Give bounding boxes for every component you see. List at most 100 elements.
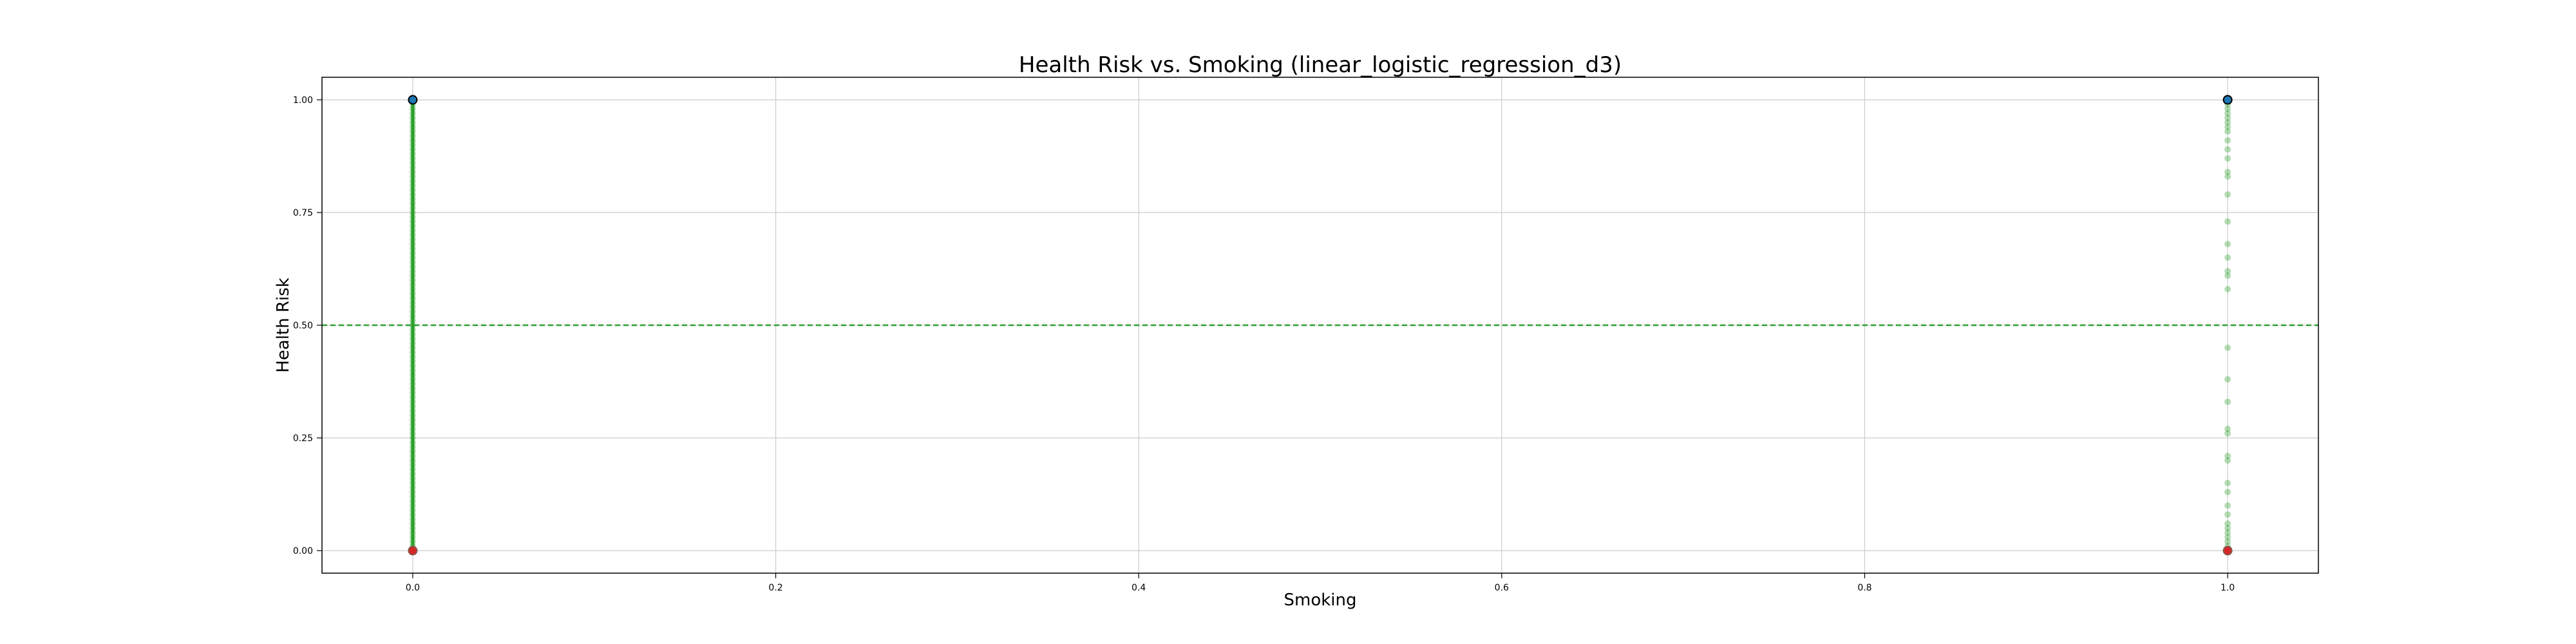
prediction-point bbox=[409, 196, 416, 202]
prediction-point bbox=[409, 498, 416, 504]
y-tick-label: 1.00 bbox=[293, 95, 313, 106]
prediction-point bbox=[409, 290, 416, 297]
prediction-point bbox=[409, 327, 416, 333]
prediction-point bbox=[409, 254, 416, 261]
prediction-point bbox=[2224, 124, 2231, 130]
prediction-point bbox=[2224, 128, 2231, 135]
prediction-point bbox=[409, 137, 416, 144]
prediction-point bbox=[409, 106, 416, 112]
prediction-point bbox=[409, 444, 416, 450]
prediction-point bbox=[409, 363, 416, 369]
prediction-point bbox=[2224, 426, 2231, 432]
prediction-point bbox=[409, 304, 416, 310]
prediction-point bbox=[409, 520, 416, 527]
prediction-point bbox=[409, 426, 416, 432]
y-tick-label: 0.25 bbox=[293, 433, 313, 444]
prediction-point bbox=[409, 146, 416, 153]
prediction-point bbox=[409, 259, 416, 265]
prediction-point bbox=[2224, 254, 2231, 261]
prediction-point bbox=[2224, 218, 2231, 225]
prediction-point bbox=[409, 480, 416, 486]
prediction-point bbox=[409, 502, 416, 509]
prediction-point bbox=[409, 507, 416, 513]
prediction-point bbox=[409, 408, 416, 414]
prediction-point bbox=[409, 376, 416, 383]
prediction-point bbox=[409, 372, 416, 378]
prediction-point bbox=[409, 475, 416, 482]
prediction-point bbox=[409, 250, 416, 256]
prediction-point bbox=[409, 435, 416, 441]
prediction-point bbox=[409, 336, 416, 342]
prediction-point bbox=[409, 448, 416, 455]
prediction-point bbox=[409, 182, 416, 189]
prediction-point bbox=[409, 417, 416, 423]
prediction-point bbox=[409, 412, 416, 419]
x-tick-label: 0.2 bbox=[768, 583, 782, 593]
prediction-point bbox=[2224, 511, 2231, 518]
prediction-point bbox=[2224, 534, 2231, 540]
prediction-point bbox=[409, 381, 416, 387]
prediction-point bbox=[409, 178, 416, 184]
prediction-point bbox=[409, 236, 416, 243]
prediction-point bbox=[409, 191, 416, 198]
prediction-point bbox=[409, 160, 416, 166]
prediction-point bbox=[409, 232, 416, 238]
prediction-point bbox=[2224, 399, 2231, 405]
prediction-point bbox=[409, 115, 416, 121]
prediction-point bbox=[409, 457, 416, 464]
prediction-point bbox=[2224, 453, 2231, 459]
prediction-point bbox=[2224, 173, 2231, 180]
prediction-point bbox=[2224, 268, 2231, 274]
prediction-point bbox=[2224, 489, 2231, 495]
prediction-point bbox=[409, 187, 416, 193]
prediction-point bbox=[409, 390, 416, 396]
prediction-point bbox=[2224, 119, 2231, 126]
prediction-point bbox=[409, 142, 416, 148]
y-axis-label: Health Risk bbox=[274, 278, 293, 373]
prediction-point bbox=[2224, 520, 2231, 527]
prediction-point bbox=[409, 453, 416, 459]
prediction-point bbox=[409, 349, 416, 355]
prediction-point bbox=[409, 169, 416, 175]
prediction-point bbox=[409, 124, 416, 130]
prediction-point bbox=[409, 268, 416, 274]
prediction-point bbox=[409, 173, 416, 180]
prediction-point bbox=[2224, 457, 2231, 464]
prediction-point bbox=[2224, 169, 2231, 175]
prediction-point bbox=[409, 286, 416, 292]
prediction-point bbox=[409, 241, 416, 247]
prediction-point bbox=[409, 218, 416, 225]
prediction-point bbox=[409, 281, 416, 288]
actual-point-positive bbox=[408, 95, 418, 105]
prediction-point bbox=[409, 110, 416, 117]
prediction-point bbox=[409, 151, 416, 157]
prediction-point bbox=[409, 354, 416, 360]
y-tick-label: 0.50 bbox=[293, 321, 313, 331]
prediction-point bbox=[409, 471, 416, 477]
y-tick-label: 0.00 bbox=[293, 546, 313, 556]
chart-title: Health Risk vs. Smoking (linear_logistic… bbox=[1019, 52, 1622, 78]
prediction-point bbox=[2224, 137, 2231, 144]
prediction-point bbox=[2224, 525, 2231, 531]
prediction-point bbox=[2224, 106, 2231, 112]
prediction-point bbox=[409, 345, 416, 351]
prediction-point bbox=[2224, 115, 2231, 121]
prediction-point bbox=[2224, 191, 2231, 198]
prediction-point bbox=[409, 331, 416, 337]
prediction-point bbox=[409, 511, 416, 518]
prediction-point bbox=[409, 484, 416, 491]
prediction-point bbox=[409, 313, 416, 319]
x-tick-label: 1.0 bbox=[2221, 583, 2235, 593]
prediction-point bbox=[2224, 538, 2231, 545]
prediction-point bbox=[2224, 502, 2231, 509]
prediction-point bbox=[409, 516, 416, 522]
prediction-point bbox=[409, 133, 416, 139]
prediction-point bbox=[409, 340, 416, 346]
prediction-point bbox=[2224, 241, 2231, 247]
prediction-point bbox=[409, 308, 416, 315]
prediction-point bbox=[2224, 286, 2231, 292]
prediction-point bbox=[409, 164, 416, 171]
prediction-point bbox=[409, 385, 416, 392]
